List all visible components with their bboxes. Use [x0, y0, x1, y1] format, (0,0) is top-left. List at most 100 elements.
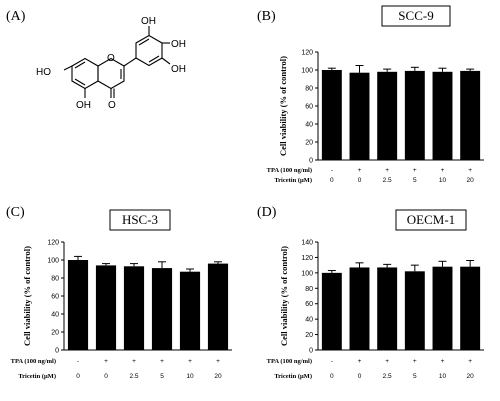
bar [432, 266, 453, 350]
y-tick-label: 100 [301, 270, 313, 277]
bar [321, 272, 342, 350]
bar [321, 70, 342, 160]
y-tick-label: 0 [309, 158, 313, 165]
ring-b-double-1 [138, 38, 150, 46]
tricetin-row-label: Tricetin (μM) [274, 177, 312, 184]
y-tick-label: 120 [47, 240, 59, 247]
bar [123, 266, 145, 350]
panel-label-c: (C) [6, 205, 25, 220]
tpa-value: + [385, 167, 389, 174]
tricetin-value: 2.5 [129, 373, 138, 380]
tricetin-value: 5 [160, 373, 164, 380]
tricetin-value: 10 [186, 373, 194, 380]
y-tick-label: 80 [305, 86, 313, 93]
y-tick-label: 120 [301, 50, 313, 57]
chart-title-box [109, 209, 171, 231]
ring-bc-bond [123, 57, 137, 67]
tricetin-structure [63, 26, 171, 98]
y-axis-label: Cell viability (% of control) [22, 246, 32, 346]
tricetin-value: 5 [413, 177, 417, 184]
tricetin-value: 5 [413, 373, 417, 380]
bond-oh-left [63, 65, 73, 71]
tpa-row-label: TPA (100 ng/ml) [267, 358, 312, 365]
tpa-value: + [413, 167, 417, 174]
tpa-value: + [441, 167, 445, 174]
panel-label-a: (A) [6, 9, 26, 24]
y-tick-label: 60 [51, 294, 59, 301]
ring-a-double-2 [74, 78, 86, 86]
structure-oh-bottom: OH [76, 100, 91, 111]
tricetin-row-label: Tricetin (μM) [274, 373, 312, 380]
tricetin-value: 0 [330, 373, 334, 380]
chart-title: SCC-9 [398, 8, 433, 23]
y-tick-label: 40 [305, 317, 313, 324]
bar [349, 267, 370, 350]
tpa-value: + [468, 167, 472, 174]
y-tick-label: 0 [55, 348, 59, 355]
y-tick-label: 140 [301, 240, 313, 247]
bond-oh-right-bottom [161, 57, 171, 65]
y-axis-label: Cell viability (% of control) [278, 56, 288, 156]
tricetin-value: 10 [439, 373, 447, 380]
tricetin-value: 20 [467, 373, 475, 380]
tricetin-value: 20 [214, 373, 222, 380]
y-tick-label: 80 [51, 276, 59, 283]
bar [432, 71, 453, 160]
y-tick-label: 20 [51, 330, 59, 337]
bar [404, 70, 425, 160]
tricetin-value: 0 [330, 177, 334, 184]
bar [67, 260, 89, 350]
y-tick-label: 20 [305, 140, 313, 147]
bar [95, 265, 117, 350]
tricetin-value: 2.5 [383, 177, 392, 184]
chart-title-box [395, 209, 467, 231]
bar [377, 267, 398, 350]
tpa-value: + [385, 358, 389, 365]
y-tick-label: 60 [305, 301, 313, 308]
bar [349, 72, 370, 160]
tricetin-value: 0 [358, 177, 362, 184]
bar [377, 71, 398, 160]
tpa-value: - [77, 358, 79, 365]
tpa-value: + [358, 358, 362, 365]
tpa-value: - [331, 167, 333, 174]
tpa-value: - [331, 358, 333, 365]
structure-oh-right-bottom: OH [171, 64, 186, 75]
tpa-value: + [413, 358, 417, 365]
structure-oh-top: OH [141, 16, 156, 27]
tpa-value: + [358, 167, 362, 174]
y-tick-label: 100 [301, 68, 313, 75]
ring-b-double-2 [148, 55, 160, 63]
y-tick-label: 100 [47, 258, 59, 265]
tpa-value: + [132, 358, 136, 365]
tpa-value: + [160, 358, 164, 365]
tricetin-row-label: Tricetin (μM) [18, 373, 56, 380]
bar [460, 266, 481, 350]
structure-ring-oxygen: O [107, 53, 115, 64]
ring-a [71, 57, 99, 90]
y-tick-label: 60 [305, 104, 313, 111]
bar [404, 271, 425, 350]
structure-carbonyl-oxygen: O [108, 100, 116, 111]
y-tick-label: 0 [309, 348, 313, 355]
chart-title-box [381, 5, 451, 27]
tricetin-value: 10 [439, 177, 447, 184]
structure-ho-left: HO [36, 67, 51, 78]
tricetin-value: 0 [76, 373, 80, 380]
tricetin-value: 20 [467, 177, 475, 184]
panel-label-b: (B) [257, 9, 276, 24]
chart-title: HSC-3 [122, 212, 158, 227]
tricetin-value: 0 [104, 373, 108, 380]
y-axis-label: Cell viability (% of control) [279, 246, 289, 346]
tpa-value: + [468, 358, 472, 365]
y-tick-label: 40 [305, 122, 313, 129]
y-tick-label: 20 [305, 332, 313, 339]
bar [151, 268, 173, 350]
tricetin-value: 0 [358, 373, 362, 380]
